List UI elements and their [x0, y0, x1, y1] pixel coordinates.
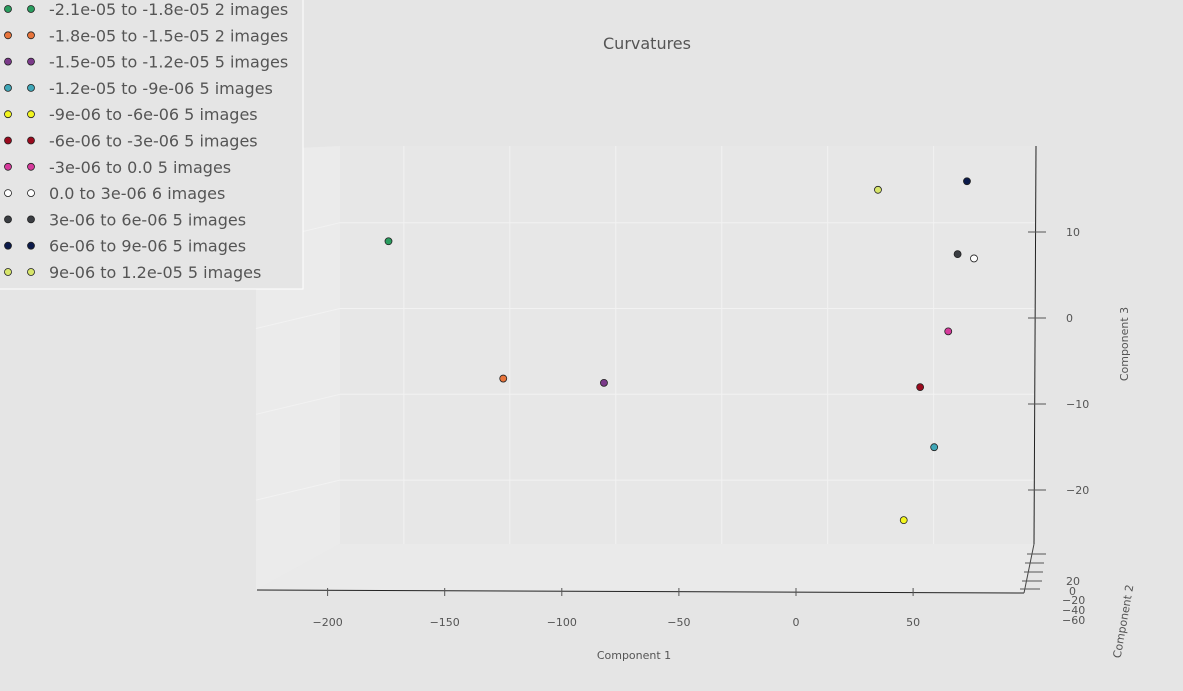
legend-label: -1.2e-05 to -9e-06 5 images: [49, 79, 273, 98]
x-tick-label: −50: [667, 616, 690, 629]
data-point: [963, 177, 971, 186]
data-point: [600, 378, 608, 387]
x-axis-label: Component 1: [597, 649, 671, 662]
legend-label: -2.1e-05 to -1.8e-05 2 images: [49, 0, 288, 19]
x-axis-line: [256, 589, 1025, 594]
back-pane: [340, 146, 1036, 544]
legend-marker: [27, 5, 35, 13]
y-tick-label: −40: [1062, 604, 1085, 617]
z-ticks: 10 0 −10 −20: [1028, 226, 1089, 497]
grid-line-side: [255, 308, 341, 329]
grid-line-side: [255, 479, 341, 501]
legend-marker: [4, 57, 12, 66]
legend-marker: [4, 268, 12, 276]
data-point: [970, 254, 978, 263]
legend-marker: [4, 136, 12, 145]
legend-marker: [27, 215, 35, 224]
legend-label: -9e-06 to -6e-06 5 images: [49, 105, 258, 124]
z-axis-label: Component 3: [1118, 307, 1131, 381]
legend-marker: [27, 57, 35, 66]
legend: -2.1e-05 to -1.8e-05 2 images -1.8e-05 to…: [4, 0, 288, 282]
y-tick-label: 0: [1069, 585, 1076, 598]
x-tick-label: −100: [547, 616, 577, 629]
x-tick-label: −150: [430, 616, 460, 629]
legend-marker: [27, 31, 35, 40]
legend-marker: [27, 268, 35, 276]
legend-marker: [4, 31, 12, 40]
data-point: [944, 327, 953, 336]
legend-label: -1.5e-05 to -1.2e-05 5 images: [49, 53, 288, 72]
legend-marker: [27, 136, 35, 145]
z-tick-label: 10: [1066, 226, 1080, 239]
data-point: [874, 185, 882, 194]
chart-title: Curvatures: [603, 34, 691, 53]
z-tick-label: −20: [1066, 484, 1089, 497]
legend-label: 0.0 to 3e-06 6 images: [49, 184, 225, 203]
y-axis-label: Component 2: [1111, 584, 1137, 659]
data-point: [899, 516, 908, 525]
data-point: [930, 443, 939, 452]
grid-line-side: [255, 393, 341, 415]
grid-lines: [255, 146, 1035, 544]
legend-marker: [27, 241, 35, 250]
legend-marker: [27, 110, 35, 119]
data-point: [499, 374, 508, 383]
legend-marker: [27, 189, 35, 198]
y-tick-label: −20: [1062, 594, 1085, 607]
legend-marker: [4, 215, 12, 224]
y-tick-label: 20: [1066, 575, 1080, 588]
legend-label: -3e-06 to 0.0 5 images: [49, 158, 231, 177]
z-axis-line: [1033, 145, 1037, 545]
legend-marker: [4, 189, 12, 198]
z-tick-label: 0: [1066, 312, 1073, 325]
legend-marker: [4, 241, 12, 250]
legend-box: [0, 0, 304, 290]
z-tick-label: −10: [1066, 398, 1089, 411]
legend-marker: [27, 84, 35, 92]
x-tick-label: 50: [906, 616, 920, 629]
data-point: [953, 250, 962, 259]
data-points: [384, 177, 978, 525]
legend-marker: [4, 110, 12, 119]
x-ticks: −200 −150 −100 −50 0 50: [312, 588, 920, 629]
floor-pane: [256, 544, 1034, 593]
x-tick-label: −200: [312, 616, 342, 629]
x-tick-label: 0: [793, 616, 800, 629]
legend-label: -1.8e-05 to -1.5e-05 2 images: [49, 26, 288, 45]
data-point: [384, 237, 393, 246]
legend-marker: [4, 84, 12, 92]
legend-marker: [4, 5, 12, 13]
legend-label: 9e-06 to 1.2e-05 5 images: [49, 263, 261, 282]
legend-label: -6e-06 to -3e-06 5 images: [49, 132, 258, 151]
legend-label: 6e-06 to 9e-06 5 images: [49, 237, 246, 256]
y-axis-line: [1023, 543, 1035, 594]
y-ticks: 200−20−40−60: [1020, 553, 1085, 627]
data-point: [916, 383, 925, 392]
legend-label: 3e-06 to 6e-06 5 images: [49, 210, 246, 229]
legend-marker: [27, 162, 35, 171]
y-tick-label: −60: [1062, 614, 1085, 627]
legend-marker: [4, 162, 12, 171]
